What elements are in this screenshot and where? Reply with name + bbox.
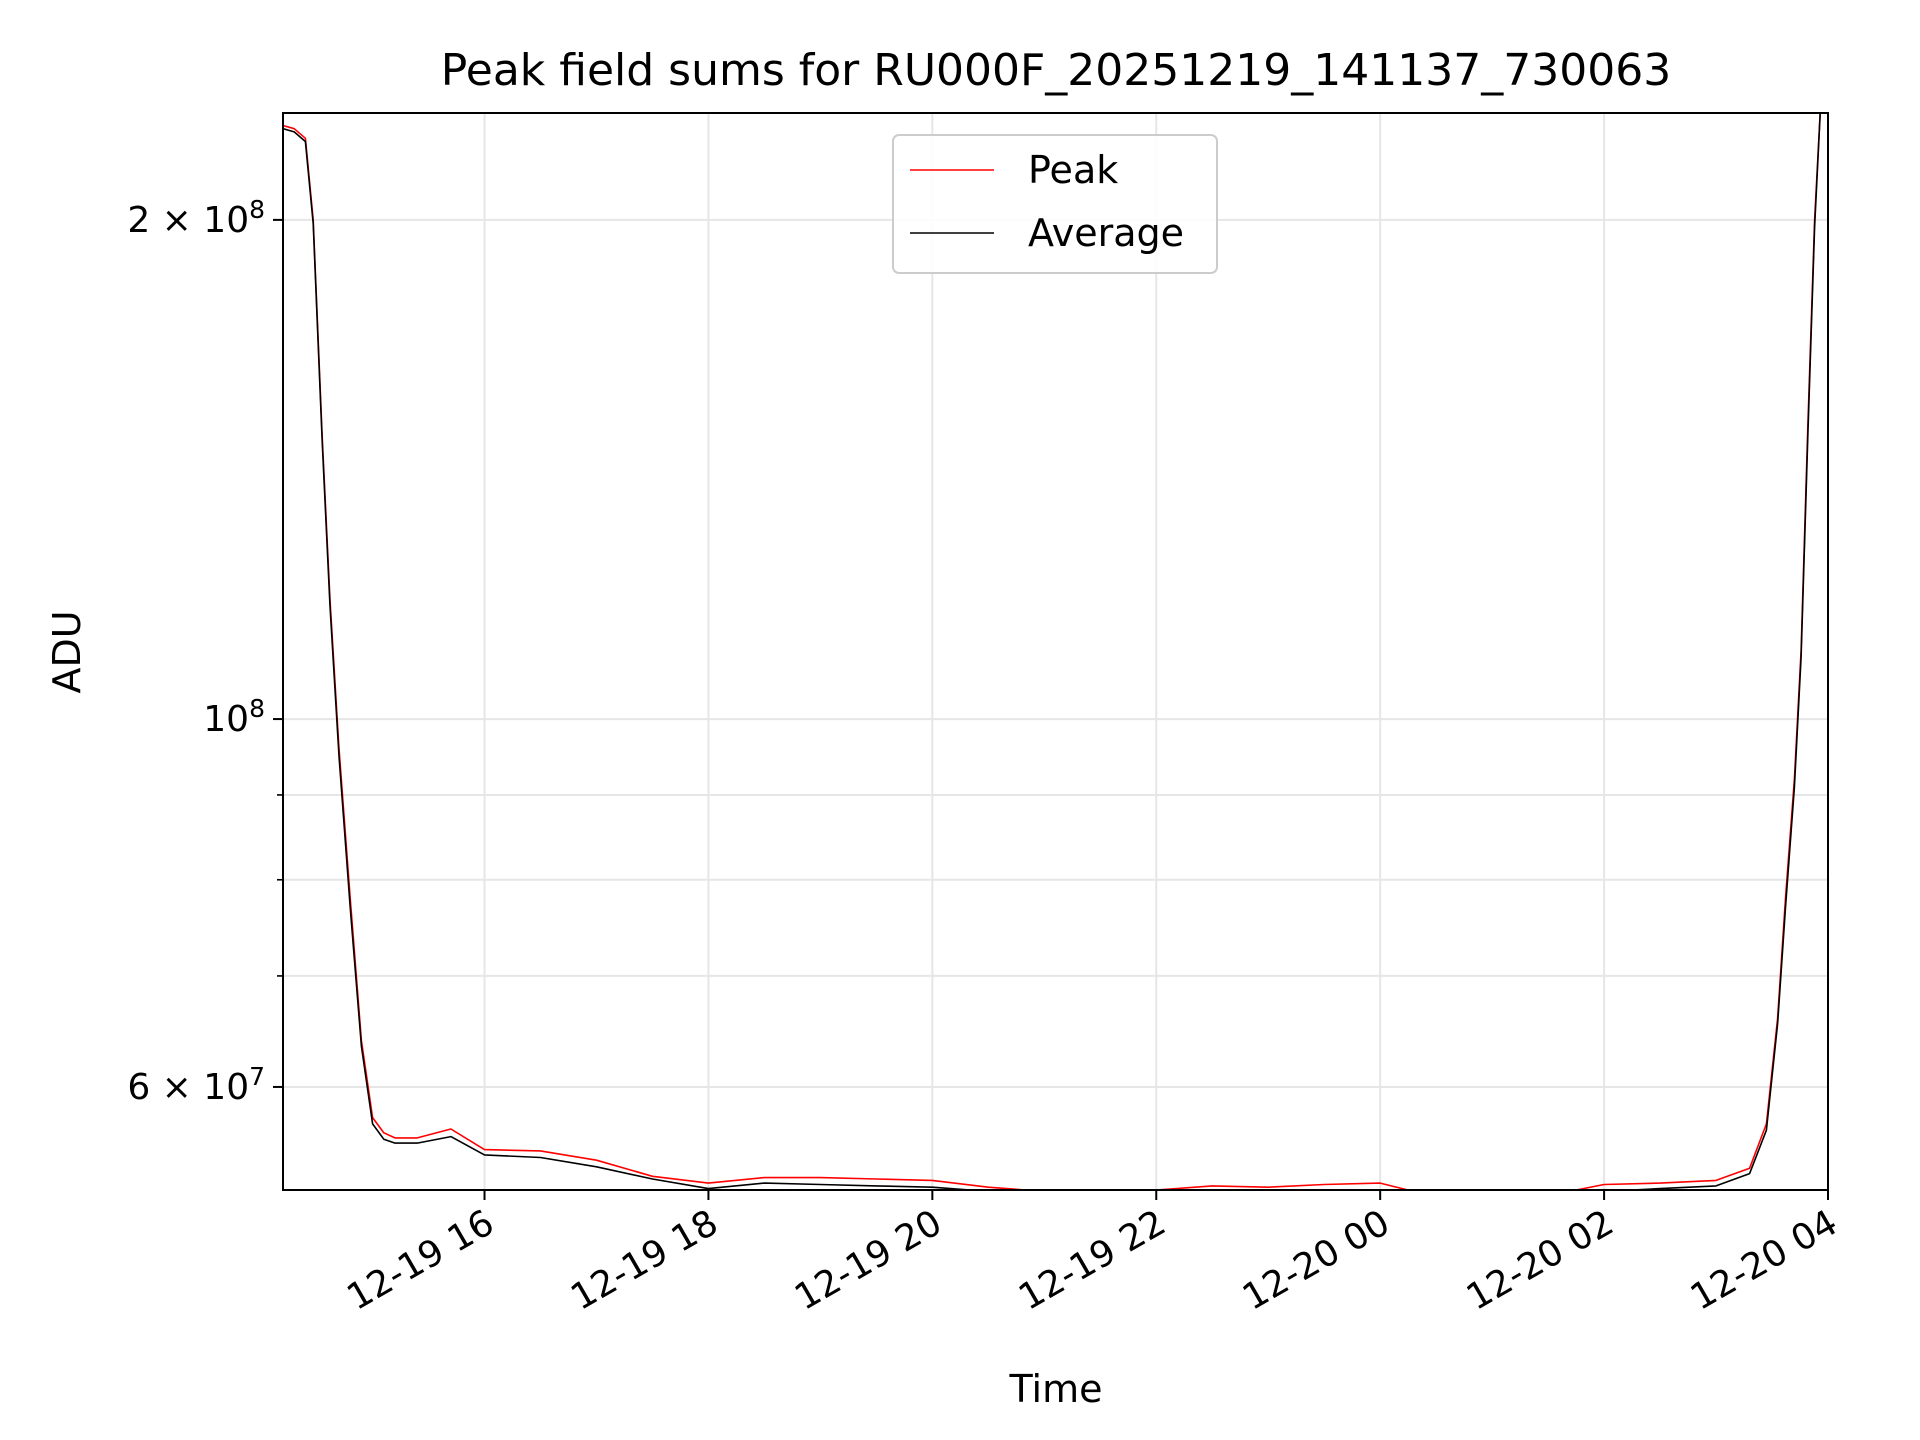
- legend: Peak Average: [892, 134, 1218, 274]
- y-tick-label: 108: [203, 694, 265, 740]
- y-axis-label: ADU: [45, 610, 89, 693]
- legend-label-average: Average: [1028, 211, 1184, 255]
- legend-label-peak: Peak: [1028, 148, 1118, 192]
- plot-frame: [282, 112, 1829, 1191]
- chart-title: Peak field sums for RU000F_20251219_1411…: [441, 45, 1671, 96]
- y-tick-label: 2 × 108: [127, 195, 265, 241]
- series-layer: [283, 113, 1828, 1190]
- y-tick-label: 6 × 107: [127, 1062, 265, 1108]
- series-line-average: [283, 113, 1828, 1190]
- x-axis-label: Time: [1009, 1367, 1103, 1411]
